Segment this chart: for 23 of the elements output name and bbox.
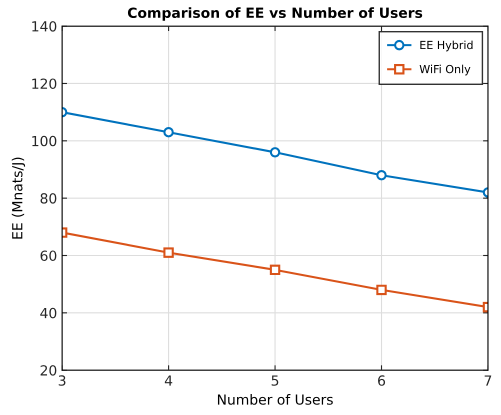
x-tick-label: 7 [484,375,492,386]
x-tick-label: 6 [378,375,386,386]
x-tick-label: 4 [164,375,172,386]
point [376,170,387,180]
y-tick-label: 120 [32,78,56,89]
y-axis-title: EE (Mnats/J) [12,158,26,239]
y-tick-label: 100 [32,136,56,146]
point [376,284,387,296]
y-tick-label: 20 [40,365,56,376]
point [163,247,174,258]
chart-title: Comparison of EE vs Number of Users [128,7,422,21]
legend-label: EE Hybrid [420,40,473,52]
y-tick-label: 80 [40,193,56,204]
x-tick-label: 3 [58,375,66,386]
x-axis-title: Number of Users [218,394,333,405]
legend-label: WiFi Only [420,64,470,76]
y-tick-label: 60 [40,250,56,261]
point [163,127,174,138]
y-tick-label: 40 [40,308,56,318]
point [270,264,280,276]
point [270,147,280,158]
y-tick-label: 140 [32,21,56,32]
x-tick-label: 5 [272,375,278,386]
